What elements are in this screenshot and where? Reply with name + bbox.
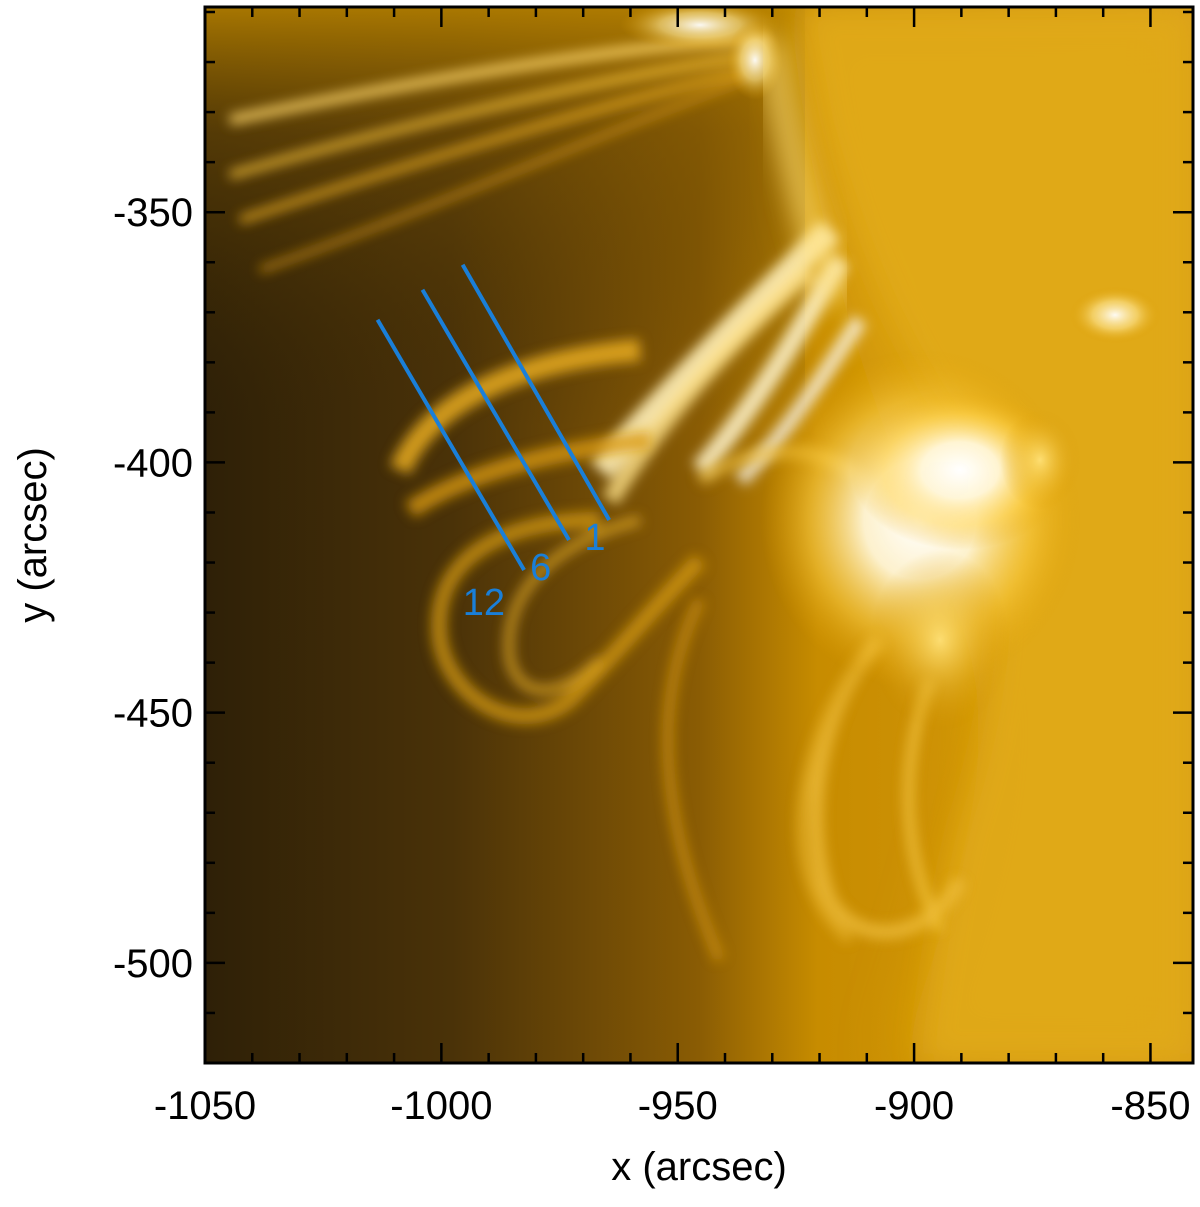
- slit-label-12: 12: [463, 582, 505, 624]
- solar-euv-image: [205, 7, 1193, 1063]
- y-tick-label: -450: [113, 692, 193, 736]
- y-tick-labels: -350 -400 -450 -500: [113, 191, 193, 986]
- y-tick-label: -350: [113, 191, 193, 235]
- x-tick-label: -1050: [154, 1084, 256, 1128]
- slit-lines: [375, 263, 611, 572]
- slit-line-1: [460, 263, 611, 521]
- plot-frame: [203, 5, 1195, 1065]
- x-axis-title: x (arcsec): [611, 1145, 787, 1189]
- x-tick-label: -1000: [390, 1084, 492, 1128]
- axis-ticks: [203, 7, 1193, 1065]
- y-tick-label: -500: [113, 942, 193, 986]
- slit-line-6: [420, 288, 571, 542]
- x-tick-label: -850: [1110, 1084, 1190, 1128]
- x-tick-label: -900: [874, 1084, 954, 1128]
- y-axis-title: y (arcsec): [11, 447, 55, 623]
- y-tick-label: -400: [113, 441, 193, 485]
- x-tick-label: -950: [638, 1084, 718, 1128]
- x-tick-labels: -1050 -1000 -950 -900 -850: [154, 1084, 1191, 1128]
- slit-label-6: 6: [530, 547, 551, 589]
- slit-label-1: 1: [584, 517, 605, 559]
- slit-line-12: [375, 318, 526, 572]
